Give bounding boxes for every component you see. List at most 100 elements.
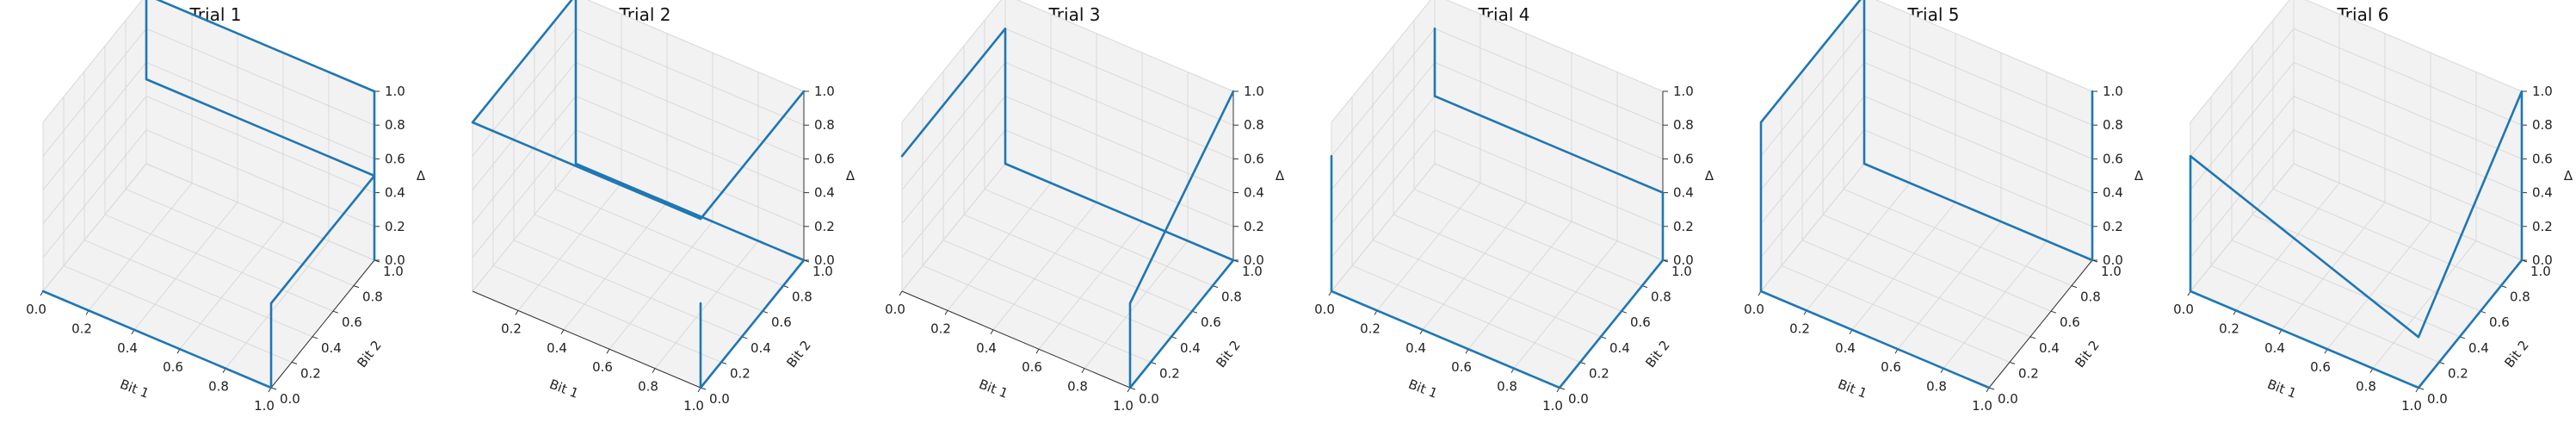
y-tick-mark — [332, 310, 339, 314]
grid-line — [1331, 163, 1436, 292]
y-tick-label: 0.6 — [2489, 314, 2510, 330]
x-tick-label: 1.0 — [1972, 398, 1992, 414]
grid-line — [1372, 240, 1602, 338]
y-axis-title: Bit 2 — [1213, 338, 1244, 370]
trajectory-line-1 — [1759, 0, 2094, 389]
x-tick-label: 0.8 — [1497, 379, 1517, 395]
grid-line — [2190, 96, 2295, 224]
x-tick-mark — [1035, 348, 1040, 354]
grid-line — [1422, 202, 1527, 331]
grid-line — [63, 265, 293, 363]
x-tick-label: 0.6 — [1881, 359, 1901, 375]
grid-line — [88, 183, 193, 311]
grid-line — [1760, 28, 1865, 157]
grid-line — [1863, 96, 2093, 194]
grid-line — [2190, 129, 2295, 258]
y-tick-label: 0.4 — [321, 340, 342, 356]
grid-line — [575, 61, 805, 159]
y-axis-title: Bit 2 — [2501, 338, 2532, 370]
x-tick-label: 1.0 — [1542, 398, 1563, 414]
x-tick-label: 1.0 — [2401, 398, 2422, 414]
z-tick-label: 0.4 — [2532, 185, 2553, 201]
grid-line — [1513, 240, 1618, 369]
grid-line — [984, 189, 1214, 287]
y-tick-label: 0.6 — [771, 314, 792, 330]
z-tick-label: 0.4 — [814, 185, 835, 201]
x-tick-label: 0.2 — [1789, 321, 1810, 336]
x-tick-label: 0.6 — [1451, 359, 1472, 375]
x-tick-label: 0.0 — [885, 302, 905, 317]
grid-line — [2252, 214, 2481, 312]
grid-line — [145, 129, 375, 227]
trajectory-line-1 — [1330, 27, 1665, 389]
grid-line — [2293, 61, 2523, 159]
y-tick-label: 0.4 — [751, 340, 771, 356]
y-tick-label: 1.0 — [2101, 264, 2122, 279]
z-axis-title: Δ — [417, 168, 426, 184]
grid-line — [104, 214, 334, 312]
trajectory-line-1 — [41, 0, 376, 389]
grid-line — [901, 0, 1002, 123]
grid-line — [2190, 28, 2295, 157]
grid-line — [1760, 62, 1865, 190]
y-tick-label: 0.0 — [1139, 391, 1159, 407]
z-tick-label: 0.8 — [1244, 117, 1264, 133]
x-axis-title: Bit 1 — [2265, 377, 2299, 402]
y-axis-line — [1988, 259, 2093, 389]
grid-line — [145, 163, 375, 261]
grid-line — [2281, 202, 2386, 331]
grid-line — [575, 129, 805, 227]
grid-line — [472, 28, 577, 157]
grid-line — [1434, 61, 1664, 159]
y-tick-mark — [2050, 310, 2057, 314]
z-tick-label: 0.0 — [385, 252, 405, 268]
grid-line — [901, 163, 1006, 292]
z-tick-label: 0.2 — [1673, 219, 1694, 234]
x-tick-label: 0.0 — [1744, 302, 1764, 317]
z-tick-label: 0.6 — [385, 151, 405, 166]
x-tick-mark — [899, 290, 903, 296]
x-tick-label: 0.6 — [2310, 359, 2331, 375]
y-tick-label: 0.8 — [2080, 289, 2101, 305]
y-tick-label: 0.2 — [300, 365, 321, 381]
z-tick-label: 0.0 — [2532, 252, 2553, 268]
x-tick-label: 0.4 — [2264, 340, 2285, 356]
grid-line — [654, 240, 759, 369]
z-tick-label: 0.8 — [2532, 117, 2553, 133]
z-tick-label: 0.4 — [1673, 185, 1694, 201]
y-tick-label: 0.4 — [2039, 340, 2060, 356]
grid-line — [1760, 129, 1865, 258]
grid-line — [2210, 265, 2440, 363]
z-tick-label: 0.6 — [1244, 151, 1264, 166]
y-tick-label: 0.6 — [1201, 314, 1221, 330]
x-tick-mark — [515, 310, 519, 315]
y-tick-label: 0.2 — [730, 365, 751, 381]
grid-line — [586, 0, 805, 92]
grid-line — [1351, 265, 1581, 363]
grid-line — [1393, 214, 1622, 312]
grid-line — [1004, 96, 1234, 194]
grid-line — [1016, 0, 1234, 92]
y-tick-label: 0.0 — [709, 391, 730, 407]
x-tick-label: 0.8 — [2356, 379, 2376, 395]
grid-line — [145, 28, 375, 126]
grid-line — [1863, 129, 2093, 227]
x-tick-label: 0.0 — [2173, 302, 2194, 317]
x-tick-label: 0.0 — [1314, 302, 1335, 317]
grid-line — [1331, 129, 1436, 258]
y-tick-label: 0.6 — [342, 314, 362, 330]
grid-line — [563, 202, 668, 331]
grid-line — [534, 214, 763, 312]
panel-3: Trial 30.00.20.40.60.81.0 0.00.20.40.60.8… — [885, 0, 1285, 414]
grid-line — [2235, 183, 2340, 311]
grid-line — [1434, 163, 1664, 261]
z-tick-label: 0.6 — [2103, 151, 2123, 166]
x-axis-title: Bit 1 — [547, 377, 581, 402]
grid-line — [42, 163, 147, 292]
y-tick-mark — [2071, 285, 2078, 289]
z-tick-label: 0.4 — [2103, 185, 2123, 201]
grid-line — [1863, 28, 2093, 126]
x-tick-label: 0.6 — [163, 359, 183, 375]
y-tick-label: 0.6 — [2060, 314, 2080, 330]
grid-line — [492, 265, 722, 363]
